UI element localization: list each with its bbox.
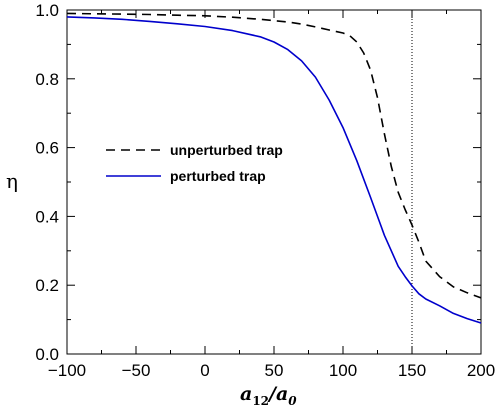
y-tick-label: 0.6 xyxy=(35,139,59,158)
x-axis-title: a12/a0 xyxy=(240,383,297,408)
y-axis-title: η xyxy=(6,169,18,193)
series-line-unperturbed-trap xyxy=(66,12,482,299)
x-tick-label: 200 xyxy=(467,361,495,380)
x-axis-title-a0: a xyxy=(276,383,288,405)
x-tick-label: 0 xyxy=(200,361,209,380)
series-line-perturbed-trap xyxy=(66,16,482,324)
x-tick-label: 100 xyxy=(329,361,357,380)
axes: −100 −50 0 50 100 150 200 0.0 0.2 0.4 0.6 0.8 1.0 xyxy=(35,1,495,380)
x-axis-title-sub12: 12 xyxy=(252,394,269,408)
x-axis-title-slash: / xyxy=(267,383,278,405)
y-tick-label: 0.4 xyxy=(35,207,59,226)
legend-label: perturbed trap xyxy=(170,168,266,184)
x-tick-label: −100 xyxy=(48,361,86,380)
y-tick-label: 1.0 xyxy=(35,1,59,20)
y-tick-label: 0.8 xyxy=(35,70,59,89)
x-axis-title-sub0: 0 xyxy=(288,394,297,408)
x-tick-label: −50 xyxy=(122,361,151,380)
series-layer xyxy=(66,12,482,324)
x-tick-label: 50 xyxy=(265,361,284,380)
plot-frame xyxy=(66,9,482,355)
x-tick-label: 150 xyxy=(398,361,426,380)
y-tick-label: 0.2 xyxy=(35,276,59,295)
legend: unperturbed trap perturbed trap xyxy=(106,142,283,184)
legend-label: unperturbed trap xyxy=(170,142,283,158)
y-tick-label: 0.0 xyxy=(35,345,59,364)
x-axis-title-a: a xyxy=(240,383,252,405)
